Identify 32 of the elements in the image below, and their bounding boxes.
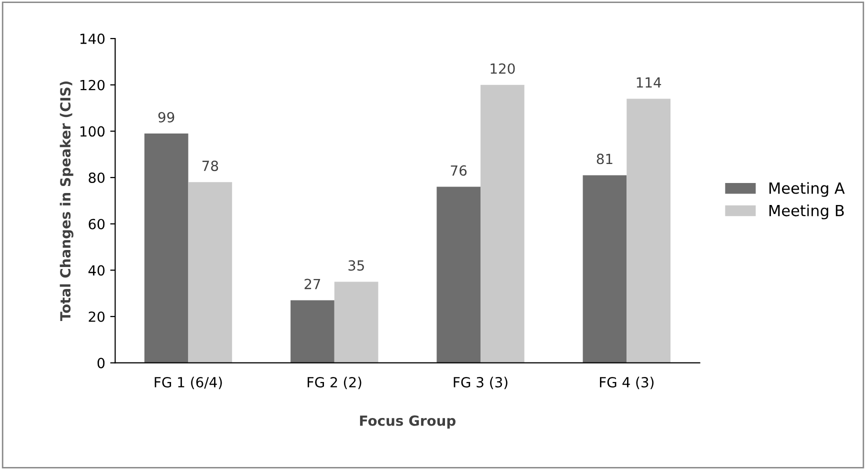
y-tick-label: 100 xyxy=(80,126,105,137)
bar xyxy=(334,282,378,363)
y-tick-label: 80 xyxy=(88,172,105,183)
y-tick-label: 20 xyxy=(88,311,105,322)
bar xyxy=(188,182,232,363)
data-label: 81 xyxy=(596,154,612,164)
bar xyxy=(144,134,188,363)
bar xyxy=(626,98,670,363)
legend-label: Meeting B xyxy=(769,204,844,220)
y-tick-label: 140 xyxy=(80,34,105,44)
bar xyxy=(290,300,334,363)
bar xyxy=(480,84,524,363)
y-axis-title: Total Changes in Speaker (CIS) xyxy=(60,81,74,322)
y-tick-label: 40 xyxy=(88,265,105,276)
y-tick-label: 0 xyxy=(98,358,105,368)
legend-label: Meeting A xyxy=(769,182,845,197)
data-label: 120 xyxy=(490,63,515,74)
data-label: 35 xyxy=(348,260,364,271)
data-label: 99 xyxy=(158,112,174,122)
data-label: 114 xyxy=(636,77,662,88)
y-tick-label: 60 xyxy=(88,218,105,230)
bar xyxy=(436,186,481,363)
y-tick-label: 120 xyxy=(80,80,105,90)
data-label: 27 xyxy=(304,278,320,290)
x-tick-label: FG 2 (2) xyxy=(308,376,362,390)
bar xyxy=(582,175,627,363)
data-label: 78 xyxy=(202,160,218,172)
x-tick-label: FG 1 (6/4) xyxy=(154,376,222,390)
x-axis-title: Focus Group xyxy=(360,415,456,429)
x-tick-label: FG 3 (3) xyxy=(454,376,508,390)
x-tick-label: FG 4 (3) xyxy=(600,376,654,390)
data-label: 76 xyxy=(450,165,467,176)
